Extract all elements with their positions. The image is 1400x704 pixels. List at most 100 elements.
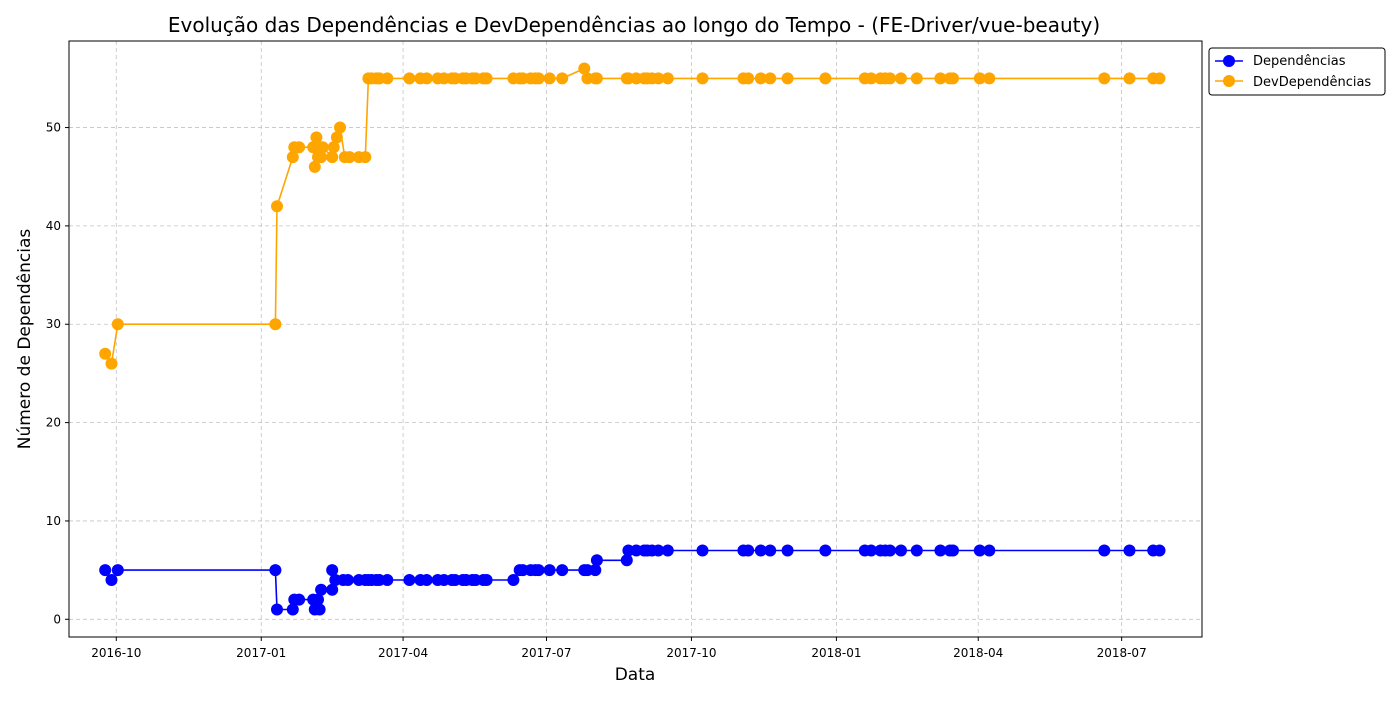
data-point-devdependencias (403, 72, 416, 85)
x-tick-label: 2018-04 (953, 646, 1003, 660)
legend-box (1208, 47, 1386, 96)
data-point-devdependencias (578, 62, 591, 75)
data-point-devdependencias (973, 72, 986, 85)
data-point-dependencias (326, 583, 339, 596)
data-point-devdependencias (99, 347, 112, 360)
data-point-devdependencias (652, 72, 665, 85)
data-point-dependencias (543, 564, 556, 577)
data-point-devdependencias (293, 141, 306, 154)
data-point-devdependencias (286, 151, 299, 164)
data-point-dependencias (661, 544, 674, 557)
data-point-devdependencias (910, 72, 923, 85)
data-point-devdependencias (696, 72, 709, 85)
series-line-devdependencias (104, 67, 1160, 366)
x-tick-label: 2017-04 (378, 646, 428, 660)
x-tick-label: 2017-10 (666, 646, 716, 660)
chart-title: Evolução das Dependências e DevDependênc… (168, 13, 1100, 37)
data-point-dependencias (1123, 544, 1136, 557)
data-point-dependencias (507, 574, 520, 586)
data-point-devdependencias (334, 121, 346, 134)
data-point-devdependencias (330, 131, 343, 144)
x-tick-label: 2017-01 (236, 646, 286, 660)
data-point-devdependencias (271, 200, 283, 213)
legend: Dependências DevDependências (1208, 47, 1386, 96)
data-point-devdependencias (819, 72, 832, 85)
data-point-dependencias (947, 544, 959, 557)
data-point-dependencias (910, 544, 923, 557)
data-point-dependencias (269, 564, 282, 577)
x-axis-ticks: 2016-10 2017-01 2017-04 2017-07 2017-10 2018-… (91, 637, 1147, 660)
x-tick-label: 2018-07 (1097, 646, 1147, 660)
y-tick-label: 10 (46, 514, 61, 528)
data-point-dependencias (111, 564, 124, 577)
data-point-devdependencias (556, 72, 569, 85)
legend-label-devdependencias: DevDependências (1253, 75, 1371, 90)
data-point-devdependencias (308, 160, 321, 173)
data-point-dependencias (652, 544, 665, 557)
data-point-devdependencias (661, 72, 674, 85)
grid-lines (69, 41, 1202, 637)
y-tick-label: 20 (46, 416, 61, 430)
data-point-dependencias (293, 593, 306, 606)
data-point-dependencias (326, 564, 339, 577)
data-point-dependencias (620, 554, 633, 567)
data-point-dependencias (934, 544, 947, 557)
data-point-dependencias (819, 544, 832, 557)
data-point-devdependencias (742, 72, 755, 85)
series-lines (104, 67, 1160, 611)
data-point-devdependencias (420, 72, 433, 85)
data-point-dependencias (480, 574, 493, 586)
data-point-devdependencias (764, 72, 777, 85)
data-point-devdependencias (310, 131, 323, 144)
y-tick-label: 50 (46, 121, 61, 135)
data-point-devdependencias (543, 72, 556, 85)
data-point-dependencias (895, 544, 907, 557)
data-point-dependencias (556, 564, 569, 577)
data-point-devdependencias (754, 72, 767, 85)
data-point-devdependencias (1123, 72, 1136, 85)
y-tick-label: 30 (46, 317, 61, 331)
data-point-dependencias (312, 593, 324, 606)
data-point-dependencias (764, 544, 777, 557)
data-point-devdependencias (947, 72, 959, 85)
data-point-dependencias (884, 544, 896, 557)
data-point-devdependencias (934, 72, 947, 85)
data-point-devdependencias (865, 72, 878, 85)
data-point-dependencias (420, 574, 433, 586)
data-point-devdependencias (1098, 72, 1111, 85)
data-point-dependencias (105, 574, 118, 586)
data-point-devdependencias (1153, 72, 1166, 85)
y-tick-label: 0 (53, 612, 61, 626)
plot-area-frame (68, 40, 1203, 638)
data-point-dependencias (532, 564, 545, 577)
data-point-devdependencias (895, 72, 907, 85)
x-axis-title: Data (615, 665, 656, 685)
data-point-dependencias (341, 574, 354, 586)
data-point-devdependencias (983, 72, 996, 85)
data-point-devdependencias (269, 318, 282, 331)
data-point-dependencias (589, 564, 602, 577)
data-point-dependencias (983, 544, 996, 557)
data-point-devdependencias (111, 318, 124, 331)
data-point-dependencias (1098, 544, 1111, 557)
x-tick-label: 2018-01 (811, 646, 861, 660)
legend-label-dependencias: Dependências (1253, 54, 1346, 69)
data-point-dependencias (315, 583, 328, 596)
x-tick-label: 2017-07 (521, 646, 571, 660)
data-point-dependencias (381, 574, 394, 586)
series-points (99, 62, 1166, 616)
y-axis-ticks: 0 10 20 30 40 50 (46, 121, 69, 626)
data-point-dependencias (313, 603, 326, 616)
data-point-dependencias (865, 544, 878, 557)
legend-swatch-devdependencias-marker (1223, 75, 1235, 87)
data-point-devdependencias (532, 72, 545, 85)
data-point-dependencias (754, 544, 767, 557)
data-point-dependencias (696, 544, 709, 557)
y-tick-label: 40 (46, 219, 61, 233)
x-tick-label: 2016-10 (91, 646, 141, 660)
data-point-dependencias (286, 603, 299, 616)
data-point-dependencias (99, 564, 112, 577)
data-point-dependencias (271, 603, 283, 616)
